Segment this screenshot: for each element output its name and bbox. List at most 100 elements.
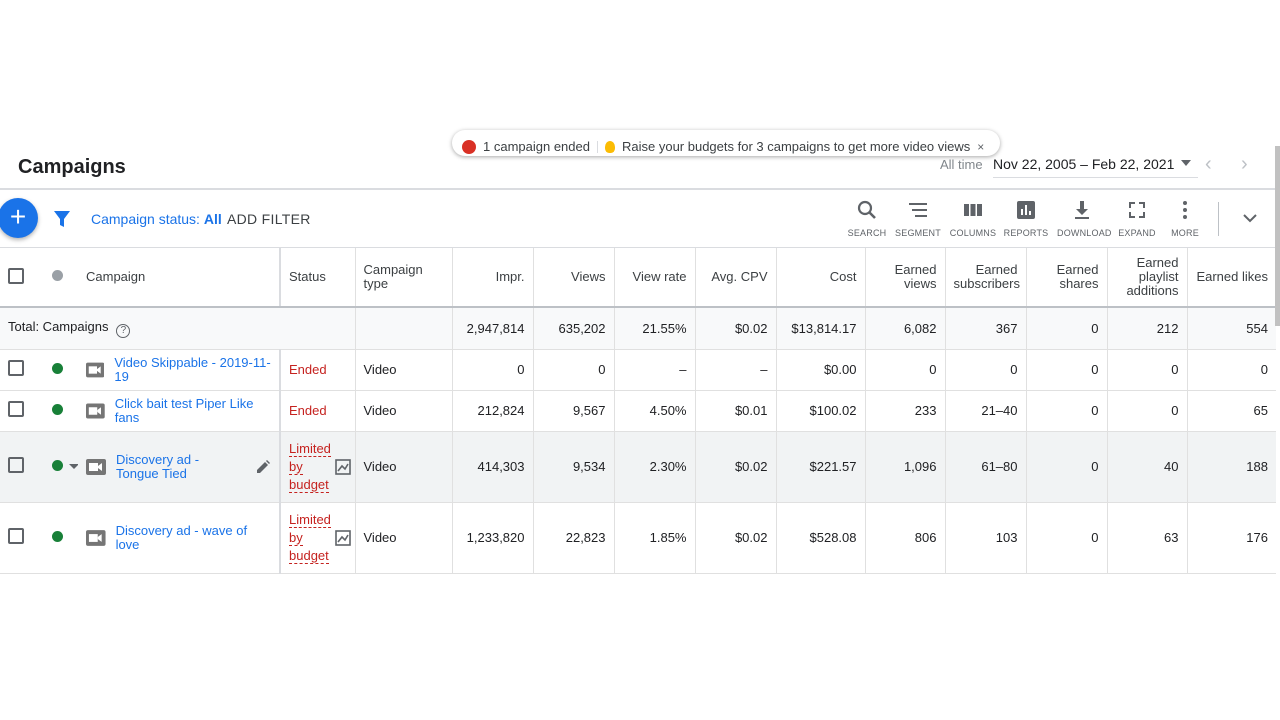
campaign-name-link[interactable]: Discovery ad - Tongue Tied	[116, 451, 200, 481]
cell-views: 9,534	[533, 431, 615, 503]
edit-pencil-icon[interactable]	[255, 459, 271, 475]
date-range-picker[interactable]: Nov 22, 2005 – Feb 22, 2021	[993, 156, 1198, 178]
cell-cost: $528.08	[776, 502, 866, 574]
column-header-views[interactable]: Views	[533, 248, 615, 308]
cell-earned-likes: 176	[1187, 502, 1276, 574]
column-header-earned-playlist-additions[interactable]: Earned playlist additions	[1107, 248, 1188, 308]
enabled-status-dot-icon[interactable]	[52, 404, 63, 415]
column-header-status[interactable]: Status	[280, 248, 356, 308]
row-checkbox[interactable]	[8, 457, 24, 473]
column-header-earned-subscribers[interactable]: Earned subscribers	[945, 248, 1027, 308]
segment-button[interactable]: SEGMENT	[893, 198, 943, 238]
trend-chart-icon[interactable]	[334, 458, 351, 475]
filter-icon[interactable]	[53, 210, 71, 228]
notification-pill[interactable]: 1 campaign ended Raise your budgets for …	[452, 130, 1000, 156]
status-filter-dot-icon[interactable]	[52, 270, 63, 281]
campaign-name-link[interactable]: Discovery ad - wave of love	[115, 522, 248, 552]
column-header-impr[interactable]: Impr.	[452, 248, 534, 308]
column-header-campaign-type[interactable]: Campaign type	[355, 248, 453, 308]
search-label: SEARCH	[847, 228, 887, 238]
reports-label: REPORTS	[1003, 228, 1049, 238]
video-campaign-icon	[86, 362, 105, 377]
enabled-status-dot-icon[interactable]	[52, 363, 63, 374]
select-all-header	[0, 248, 44, 308]
cell-earned-shares: 0	[1026, 349, 1108, 391]
campaign-status-limited[interactable]: Limited by budget	[289, 511, 347, 565]
download-button[interactable]: DOWNLOAD	[1057, 198, 1111, 238]
table-row[interactable]: Discovery ad - wave of love Limited by b…	[0, 502, 1276, 574]
add-campaign-button[interactable]: +	[0, 198, 38, 238]
row-checkbox[interactable]	[8, 528, 24, 544]
column-header-cost[interactable]: Cost	[776, 248, 866, 308]
previous-period-icon[interactable]: ‹	[1205, 153, 1212, 175]
campaign-ended-text[interactable]: 1 campaign ended	[483, 139, 590, 154]
columns-icon	[964, 204, 982, 216]
campaign-status: Ended	[289, 362, 327, 377]
row-checkbox[interactable]	[8, 401, 24, 417]
cell-impr: 0	[452, 349, 534, 391]
status-line: Limited	[289, 511, 331, 528]
total-avg-cpv: $0.02	[695, 307, 777, 350]
status-line: by	[289, 529, 303, 546]
segment-icon	[909, 203, 927, 217]
budget-suggestion-text[interactable]: Raise your budgets for 3 campaigns to ge…	[621, 139, 971, 154]
row-checkbox[interactable]	[8, 360, 24, 376]
trend-chart-icon[interactable]	[334, 529, 351, 546]
campaign-status-filter-label: Campaign status:	[91, 211, 200, 227]
status-dropdown-icon[interactable]	[69, 464, 78, 469]
column-header-campaign[interactable]: Campaign	[78, 248, 281, 308]
total-type	[355, 307, 453, 350]
expand-button[interactable]: EXPAND	[1112, 198, 1162, 238]
column-header-earned-views[interactable]: Earned views	[865, 248, 946, 308]
collapse-chevron-icon[interactable]	[1242, 210, 1258, 226]
video-campaign-icon	[86, 529, 106, 546]
reports-button[interactable]: REPORTS	[1001, 198, 1051, 238]
cell-earned-likes: 65	[1187, 390, 1276, 432]
columns-button[interactable]: COLUMNS	[948, 198, 998, 238]
next-period-icon[interactable]: ›	[1241, 153, 1248, 175]
cell-avg-cpv: $0.02	[695, 502, 777, 574]
campaign-status-limited[interactable]: Limited by budget	[289, 440, 347, 494]
table-header-row: Campaign Status Campaign type Impr. View…	[0, 248, 1276, 308]
table-row[interactable]: Click bait test Piper Like fans Ended Vi…	[0, 390, 1276, 432]
campaign-type: Video	[355, 431, 453, 503]
more-button[interactable]: MORE	[1160, 198, 1210, 238]
total-views: 635,202	[533, 307, 615, 350]
column-header-view-rate[interactable]: View rate	[614, 248, 696, 308]
campaign-name-link[interactable]: Click bait test Piper Like fans	[114, 395, 254, 425]
campaign-type: Video	[355, 349, 453, 391]
campaign-status-filter[interactable]: Campaign status: All	[91, 211, 222, 227]
vertical-scrollbar[interactable]	[1275, 146, 1280, 326]
close-icon[interactable]: ×	[977, 139, 985, 154]
cell-earned-playlist: 40	[1107, 431, 1188, 503]
campaign-name-link[interactable]: Video Skippable - 2019-11-19	[114, 354, 271, 384]
cell-earned-shares: 0	[1026, 431, 1108, 503]
cell-views: 0	[533, 349, 615, 391]
campaign-type: Video	[355, 390, 453, 432]
enabled-status-dot-icon[interactable]	[52, 460, 63, 471]
total-label-cell: Total: Campaigns?	[0, 307, 280, 350]
search-icon	[857, 200, 876, 219]
date-dropdown-icon[interactable]	[1181, 160, 1191, 166]
cell-view-rate: 4.50%	[614, 390, 696, 432]
notice-divider	[596, 140, 598, 153]
column-header-earned-likes[interactable]: Earned likes	[1187, 248, 1276, 308]
cell-impr: 1,233,820	[452, 502, 534, 574]
cell-impr: 414,303	[452, 431, 534, 503]
table-row[interactable]: Discovery ad - Tongue Tied Limited by bu…	[0, 431, 1276, 503]
campaigns-table: Campaign Status Campaign type Impr. View…	[0, 248, 1276, 574]
search-button[interactable]: SEARCH	[842, 198, 892, 238]
cell-earned-subscribers: 103	[945, 502, 1027, 574]
table-row[interactable]: Video Skippable - 2019-11-19 Ended Video…	[0, 349, 1276, 391]
column-header-earned-shares[interactable]: Earned shares	[1026, 248, 1108, 308]
select-all-checkbox[interactable]	[8, 267, 24, 284]
toolbar-divider	[1218, 202, 1219, 236]
help-icon[interactable]: ?	[116, 323, 131, 338]
page-title: Campaigns	[18, 156, 126, 178]
status-dot-header	[44, 248, 78, 308]
enabled-status-dot-icon[interactable]	[52, 531, 63, 542]
total-earned-shares: 0	[1026, 307, 1108, 350]
column-header-avg-cpv[interactable]: Avg. CPV	[695, 248, 777, 308]
cell-earned-views: 806	[865, 502, 946, 574]
add-filter-button[interactable]: ADD FILTER	[227, 211, 311, 227]
